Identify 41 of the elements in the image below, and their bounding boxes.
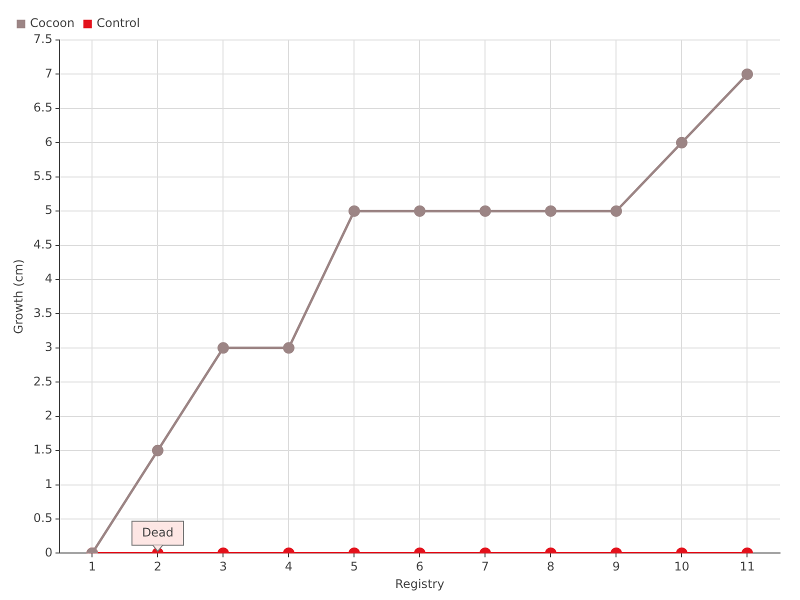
x-tick-label: 6 <box>416 560 424 574</box>
point <box>676 136 688 148</box>
x-tick-label: 4 <box>284 560 293 574</box>
point <box>414 205 426 217</box>
y-tick-label: 1.5 <box>33 442 52 457</box>
annotation: Dead <box>142 525 174 540</box>
x-tick-label: 7 <box>481 560 490 574</box>
y-axis-title: Growth (cm) <box>11 259 26 334</box>
y-tick-label: 6.5 <box>33 100 52 115</box>
y-tick-label: 4.5 <box>33 237 52 252</box>
x-tick-label: 1 <box>88 560 96 574</box>
y-tick-label: 0.5 <box>33 511 52 526</box>
point <box>282 342 294 354</box>
y-tick-label: 3 <box>44 340 52 354</box>
y-tick-label: 0 <box>44 545 52 560</box>
y-tick-label: 2.5 <box>33 374 52 388</box>
x-tick-label: 9 <box>612 560 620 574</box>
y-tick-label: 4 <box>44 272 52 286</box>
x-tick-label: 10 <box>674 560 690 574</box>
x-tick-label: 3 <box>219 560 228 574</box>
y-tick-label: 1 <box>44 476 52 491</box>
y-tick-label: 5 <box>44 203 52 218</box>
x-tick-label: 5 <box>350 560 358 574</box>
point <box>217 342 229 354</box>
y-tick-label: 2 <box>44 408 52 422</box>
y-tick-label: 7.5 <box>33 32 52 46</box>
legend-label: Control <box>96 16 140 30</box>
y-tick-label: 5.5 <box>33 168 52 183</box>
y-tick-label: 3.5 <box>33 306 52 320</box>
x-tick-label: 11 <box>740 560 755 574</box>
legend-label: Cocoon <box>30 16 75 30</box>
x-axis-title: Registry <box>395 576 444 591</box>
point <box>544 205 556 217</box>
x-tick-label: 2 <box>154 560 162 574</box>
y-tick-label: 7 <box>44 66 52 80</box>
point <box>479 205 491 217</box>
x-tick-label: 8 <box>546 560 555 574</box>
point <box>348 205 360 217</box>
point <box>742 68 753 80</box>
point <box>610 205 622 217</box>
y-tick-label: 6 <box>44 134 52 149</box>
